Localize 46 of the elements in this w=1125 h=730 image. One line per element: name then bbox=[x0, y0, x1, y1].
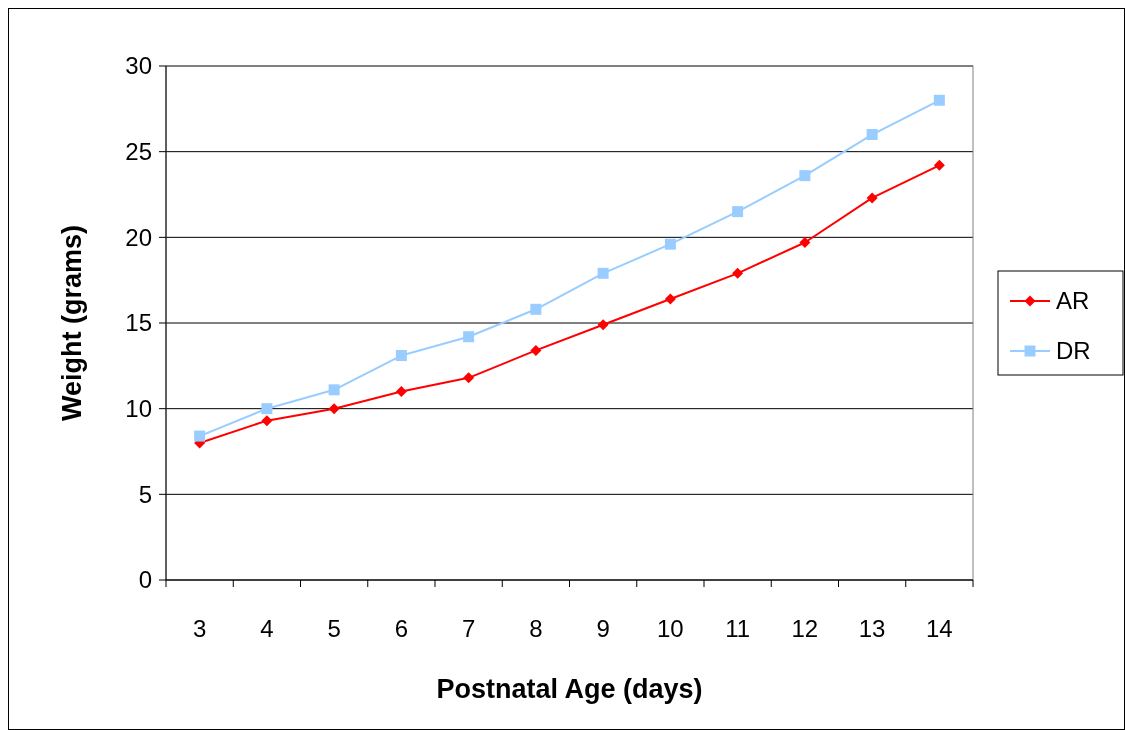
point bbox=[328, 403, 340, 415]
point bbox=[866, 129, 878, 141]
point bbox=[194, 430, 206, 442]
point bbox=[530, 344, 542, 356]
x-tick-label: 12 bbox=[791, 615, 819, 642]
y-axis-title: Weight (grams) bbox=[57, 224, 87, 422]
x-tick-label: 13 bbox=[858, 615, 886, 642]
x-tick-label: 10 bbox=[657, 615, 684, 642]
x-tick-label: 8 bbox=[529, 615, 543, 642]
y-tick-label: 30 bbox=[125, 52, 152, 80]
legend-label: DR bbox=[1056, 337, 1091, 365]
x-tick-label: 9 bbox=[596, 615, 610, 642]
point bbox=[261, 403, 273, 415]
point bbox=[732, 206, 744, 218]
y-tick-label: 0 bbox=[138, 566, 152, 594]
x-tick-label: 5 bbox=[327, 615, 341, 642]
point bbox=[328, 384, 340, 396]
point bbox=[664, 238, 676, 250]
point bbox=[395, 350, 407, 362]
x-tick-label: 4 bbox=[260, 615, 274, 642]
point bbox=[866, 192, 878, 204]
y-tick-label: 20 bbox=[125, 223, 152, 251]
point bbox=[261, 415, 273, 427]
y-tick-label: 15 bbox=[125, 309, 152, 337]
point bbox=[463, 331, 475, 343]
x-tick-label: 3 bbox=[192, 615, 207, 642]
point bbox=[732, 267, 744, 279]
x-tick-label: 11 bbox=[725, 615, 751, 642]
point bbox=[799, 170, 811, 182]
point bbox=[395, 386, 407, 398]
point bbox=[597, 319, 609, 331]
x-tick-label: 7 bbox=[461, 615, 476, 642]
point bbox=[933, 94, 945, 106]
point bbox=[799, 236, 811, 248]
y-tick-label: 10 bbox=[125, 395, 152, 423]
point bbox=[933, 159, 945, 171]
point bbox=[463, 372, 475, 384]
x-axis-title: Postnatal Age (days) bbox=[436, 674, 703, 704]
point bbox=[664, 293, 676, 305]
y-tick-label: 25 bbox=[125, 138, 152, 166]
x-tick-label: 14 bbox=[926, 615, 953, 642]
legend-label: AR bbox=[1056, 287, 1090, 315]
x-tick-label: 6 bbox=[394, 615, 409, 642]
point bbox=[530, 303, 542, 315]
y-tick-label: 5 bbox=[138, 480, 152, 508]
point bbox=[597, 267, 609, 279]
